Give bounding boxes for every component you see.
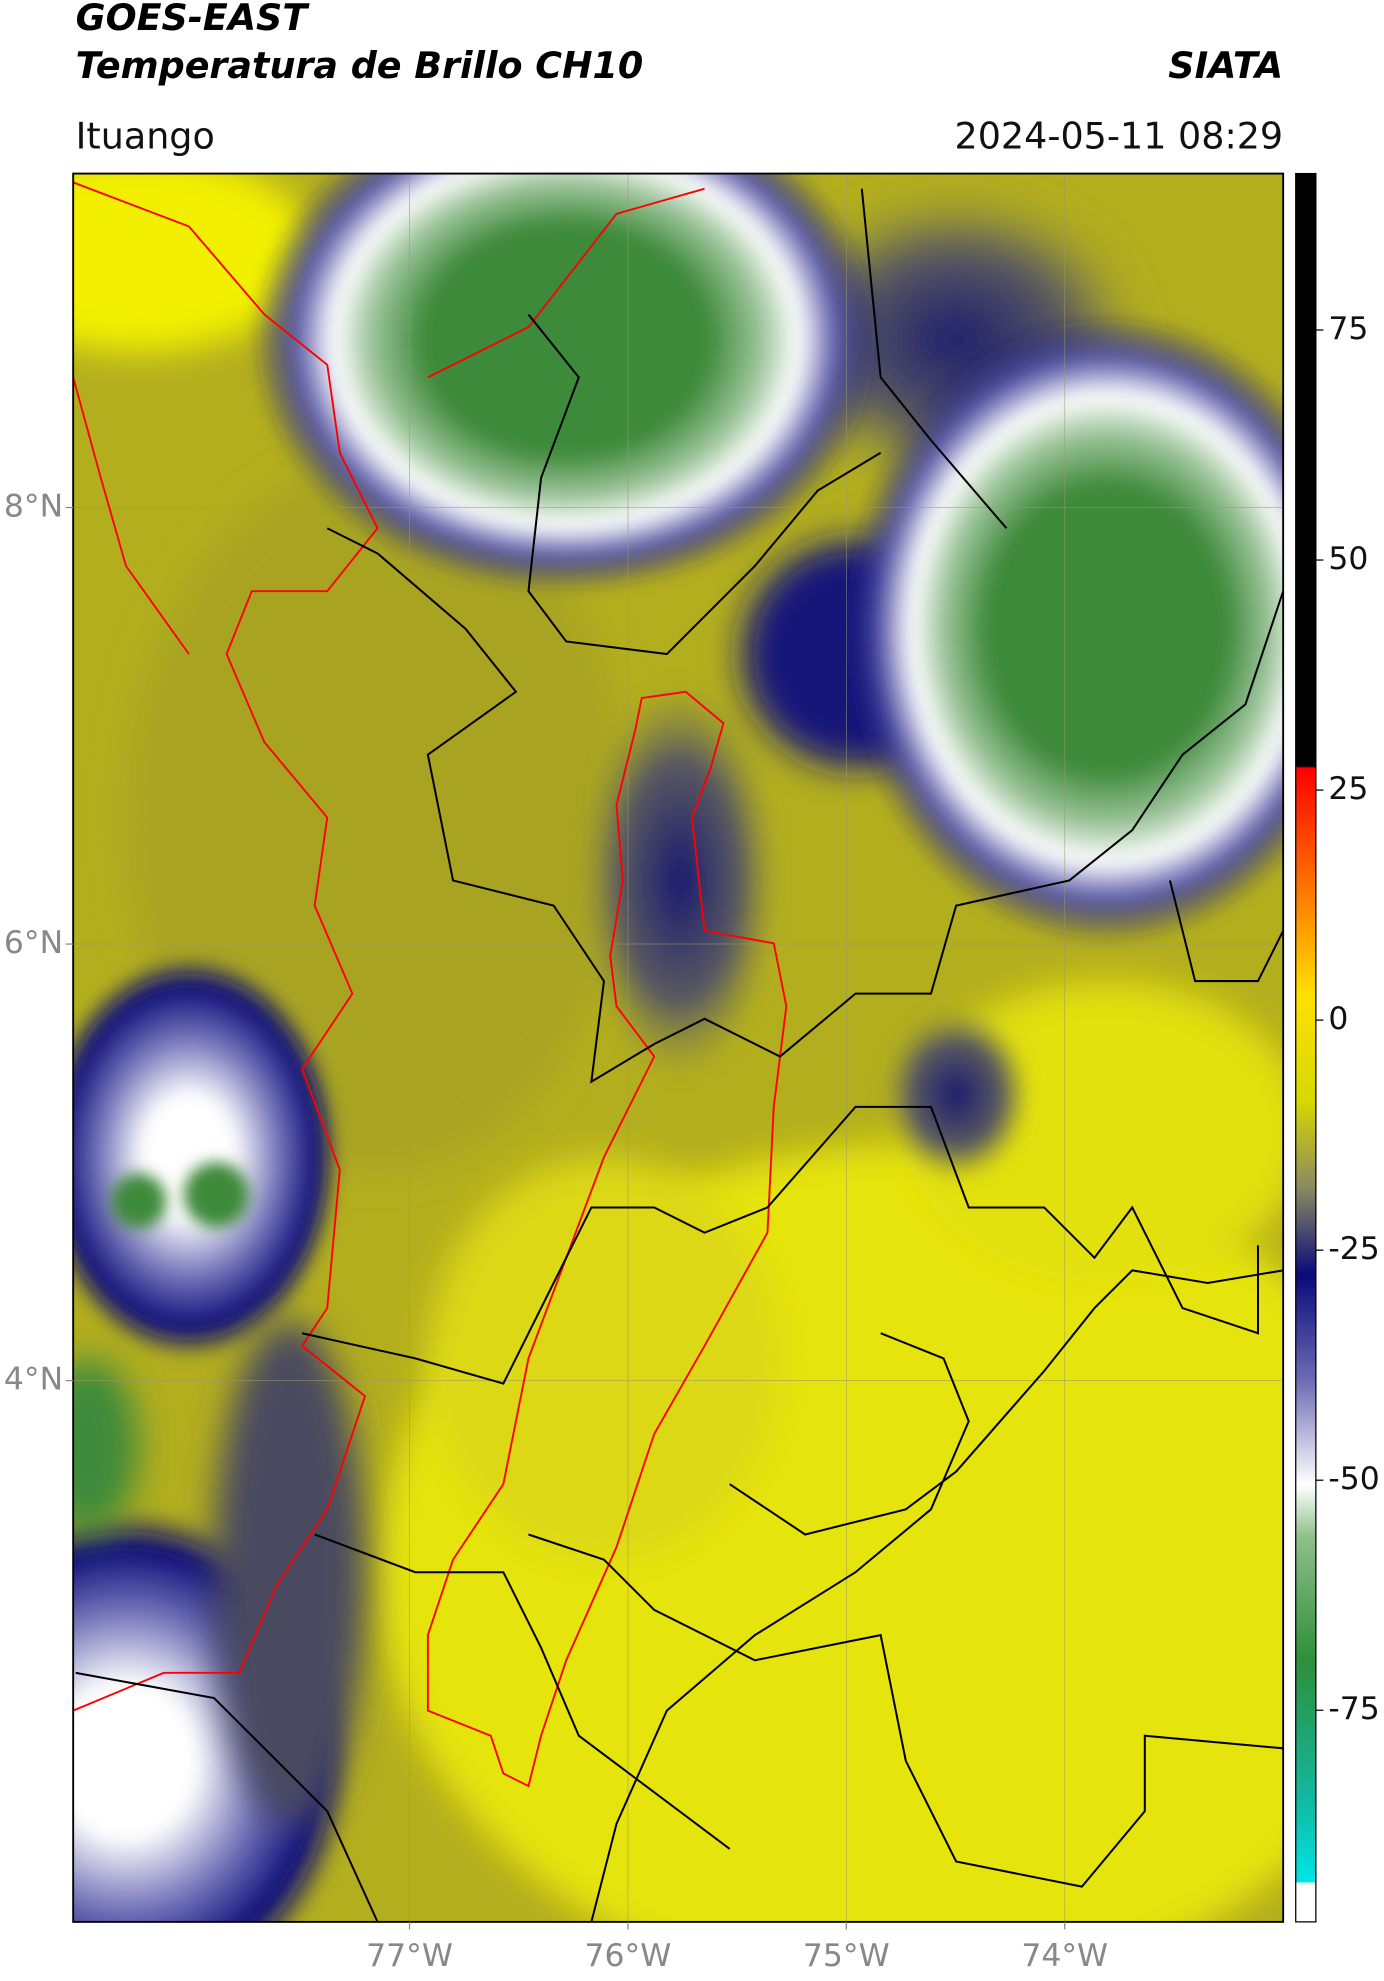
colorbar-tick-label: 75 <box>1328 311 1368 347</box>
coastline <box>73 181 379 1712</box>
title: GOES-EAST <box>76 0 311 39</box>
y-tick-label: 8°N <box>4 489 63 525</box>
colorbar-tick-label: 0 <box>1328 1001 1348 1037</box>
source: SIATA <box>1168 44 1283 87</box>
colorbar-tick-label: -50 <box>1328 1461 1379 1497</box>
y-tick-label: 4°N <box>4 1362 63 1398</box>
colorbar-tick-label: -75 <box>1328 1691 1379 1727</box>
region: Ituango <box>76 114 215 157</box>
graticule <box>73 173 1284 1922</box>
coastline <box>73 187 705 655</box>
y-tick-label: 6°N <box>4 925 63 961</box>
datetime: 2024-05-11 08:29 <box>955 114 1284 157</box>
colorbar-tick-label: 50 <box>1328 541 1368 577</box>
colorbar-tick-label: -25 <box>1328 1231 1379 1267</box>
subtitle: Temperatura de Brillo CH10 <box>76 44 644 87</box>
x-tick-label: 74°W <box>1021 1938 1108 1974</box>
colorbar-tick-label: 25 <box>1328 771 1368 807</box>
map-frame <box>72 172 1285 1923</box>
x-tick-label: 75°W <box>803 1938 890 1974</box>
border <box>75 188 1284 1922</box>
satellite-image <box>73 173 1284 1922</box>
x-tick-label: 77°W <box>366 1938 453 1974</box>
x-tick-label: 76°W <box>585 1938 672 1974</box>
region-outline <box>426 690 788 1788</box>
colorbar <box>1295 172 1317 1923</box>
axes: 77°W 76°W 75°W 74°W 8°N 6°N 4°N 75 50 25 0 -25 -50 -7… <box>4 311 1380 1974</box>
